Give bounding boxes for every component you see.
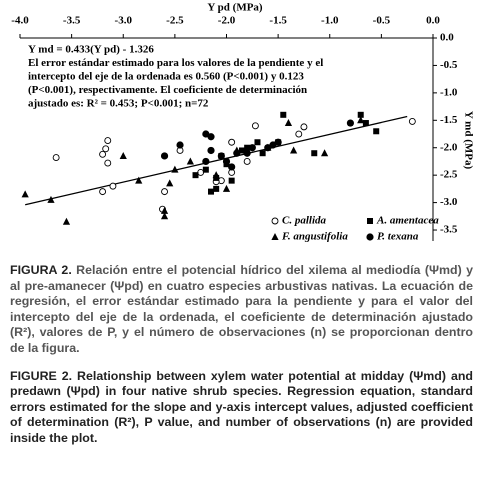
x-tick-label: -2.0 <box>218 15 236 27</box>
point <box>362 120 369 127</box>
point <box>186 157 194 165</box>
point <box>21 190 29 198</box>
point <box>244 144 251 151</box>
point <box>311 150 318 157</box>
y-axis-title: Y md (MPa) <box>462 111 474 170</box>
point <box>208 188 215 195</box>
y-tick-label: -1.0 <box>440 86 458 98</box>
x-tick-label: -1.0 <box>321 15 339 27</box>
annotation-line: (P<0.001), respectivamente. El coeficien… <box>28 84 307 96</box>
legend-marker <box>271 233 279 240</box>
x-tick-label: -3.0 <box>115 15 133 27</box>
point <box>259 150 266 157</box>
chart: Y pd (MPa) Y md (MPa) -4.0 -3.5 -3.0 -2.5 -2… <box>11 2 474 243</box>
legend-label: F. angustifolia <box>281 231 348 243</box>
point <box>295 130 303 138</box>
point <box>104 137 112 145</box>
x-axis-title: Y pd (MPa) <box>207 2 263 14</box>
point <box>104 159 112 167</box>
point <box>119 151 127 159</box>
y-tick-label: -0.5 <box>440 59 458 71</box>
point <box>274 138 282 146</box>
annotation-line: ajustado es: R² = 0.453; P<0.001; n=72 <box>28 98 209 110</box>
point <box>248 144 256 152</box>
point <box>243 149 251 157</box>
point <box>212 171 220 179</box>
point <box>202 157 210 166</box>
point <box>135 176 143 184</box>
point <box>99 188 107 196</box>
point <box>346 119 354 127</box>
x-tick-label: -4.0 <box>11 15 29 27</box>
x-tick-label: -3.5 <box>63 15 81 27</box>
trend-line <box>25 115 408 206</box>
point <box>192 172 199 179</box>
legend-marker <box>366 233 374 241</box>
legend-label: C. pallida <box>282 215 327 227</box>
y-tick-label: -3.0 <box>440 196 458 208</box>
x-tick-label: -0.5 <box>373 15 391 27</box>
point <box>161 188 169 196</box>
point <box>99 150 107 158</box>
point <box>254 139 261 146</box>
point <box>160 152 169 160</box>
point <box>280 111 287 118</box>
point <box>228 177 235 184</box>
point <box>228 163 236 171</box>
point <box>176 141 184 149</box>
point <box>52 154 60 162</box>
point <box>408 117 416 125</box>
annotation-line: Y md = 0.433(Y pd) - 1.326 <box>28 44 154 56</box>
legend-label: A. amentacea <box>376 215 439 227</box>
point <box>166 179 174 187</box>
annotation-line: intercepto del eje de la ordenada es 0.5… <box>28 71 304 83</box>
point <box>109 182 117 190</box>
point <box>222 157 231 166</box>
y-tick-label: -2.5 <box>440 169 458 181</box>
point <box>228 138 236 146</box>
y-tick-label: -1.5 <box>440 114 458 126</box>
point <box>222 184 231 192</box>
point <box>243 157 251 165</box>
y-tick-label: -3.5 <box>440 224 458 236</box>
x-tick-label: -2.5 <box>166 15 184 27</box>
point <box>284 119 293 127</box>
point <box>290 146 298 154</box>
y-tick-label: 0.0 <box>440 32 454 44</box>
point <box>102 145 110 153</box>
caption-label: FIGURA 2. <box>10 263 72 277</box>
caption-es: FIGURA 2. Relación entre el potencial hí… <box>10 263 473 357</box>
point <box>207 146 215 155</box>
point <box>160 212 169 220</box>
legend-marker <box>367 218 373 224</box>
point <box>357 116 365 124</box>
point <box>213 185 220 192</box>
point <box>47 195 55 203</box>
caption-en: FIGURE 2. Relationship between xylem wat… <box>10 369 473 447</box>
point <box>202 166 209 173</box>
point <box>238 147 245 154</box>
point <box>320 149 329 157</box>
legend-label: P. texana <box>377 231 419 243</box>
y-tick-label: -2.0 <box>440 141 458 153</box>
point <box>171 165 179 173</box>
caption-text: Relationship between xylem water potenti… <box>10 368 473 445</box>
legend-marker <box>271 217 279 225</box>
point <box>62 217 71 225</box>
point <box>160 206 169 214</box>
point <box>357 111 364 118</box>
point <box>233 149 241 157</box>
point <box>197 168 205 176</box>
x-tick-label: 0.0 <box>426 15 440 27</box>
point <box>207 133 215 141</box>
point <box>251 122 259 130</box>
caption-label: FIGURE 2. <box>10 368 73 383</box>
x-tick-label: -1.5 <box>269 15 287 27</box>
point <box>300 123 308 131</box>
annotation-line: El error estándar estimado para los valo… <box>28 57 323 69</box>
point <box>217 152 225 160</box>
point <box>373 128 380 135</box>
caption-text: Relación entre el potencial hídrico del … <box>10 263 473 355</box>
